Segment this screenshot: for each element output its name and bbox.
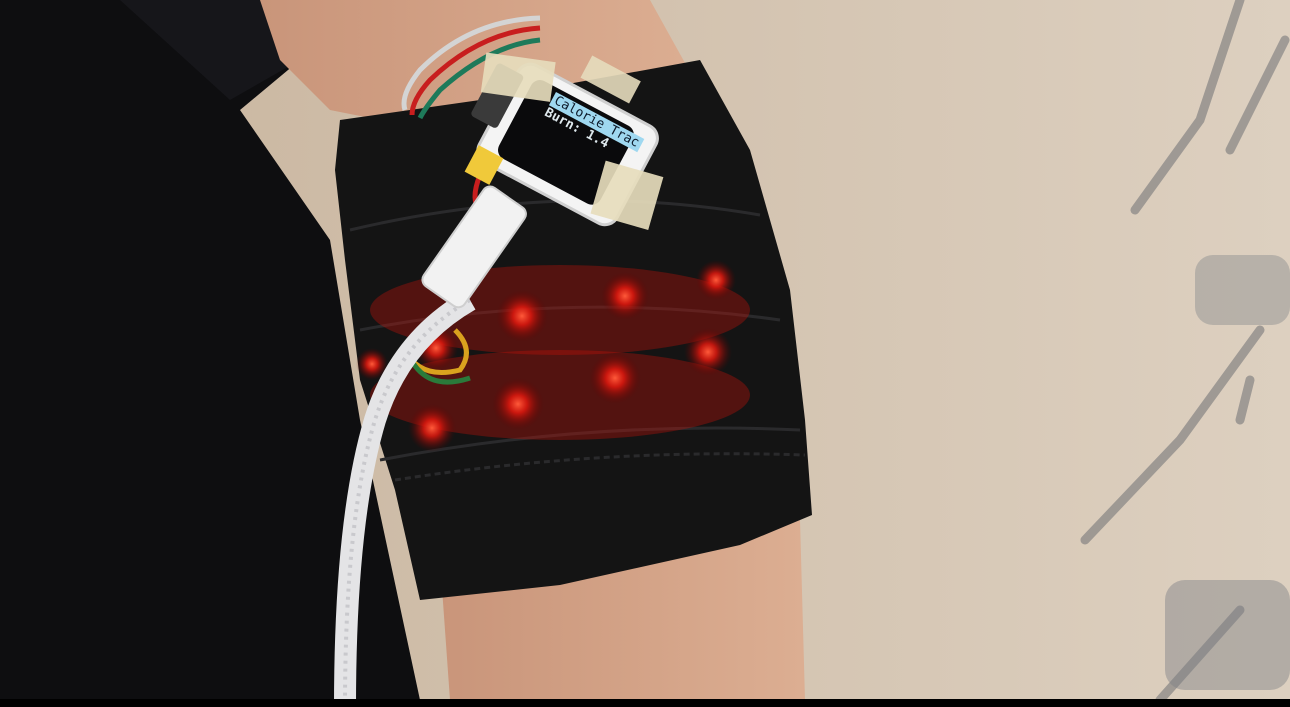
- led-light: [589, 352, 641, 404]
- led-light: [356, 348, 388, 380]
- compression-sleeve: [335, 60, 812, 600]
- led-strip: [356, 260, 750, 452]
- chair-seat: [1195, 255, 1290, 325]
- masking-tape: [590, 160, 664, 231]
- masking-tape: [480, 52, 556, 102]
- usb-cable-texture: [343, 298, 471, 707]
- grove-port: [464, 145, 504, 185]
- led-light: [492, 378, 544, 430]
- bottom-bar: [0, 699, 1290, 707]
- usb-connector: [421, 185, 527, 309]
- chair-seat: [1165, 580, 1290, 690]
- led-light: [601, 272, 649, 320]
- led-light: [696, 260, 736, 300]
- led-light: [408, 404, 456, 452]
- led-light: [684, 328, 732, 376]
- led-light: [496, 290, 548, 342]
- device-screen-bezel: [498, 80, 634, 205]
- background-chairs: [1080, 0, 1290, 705]
- dark-shirt: [0, 0, 420, 700]
- smart-device: [471, 52, 664, 231]
- masking-tape: [580, 55, 641, 104]
